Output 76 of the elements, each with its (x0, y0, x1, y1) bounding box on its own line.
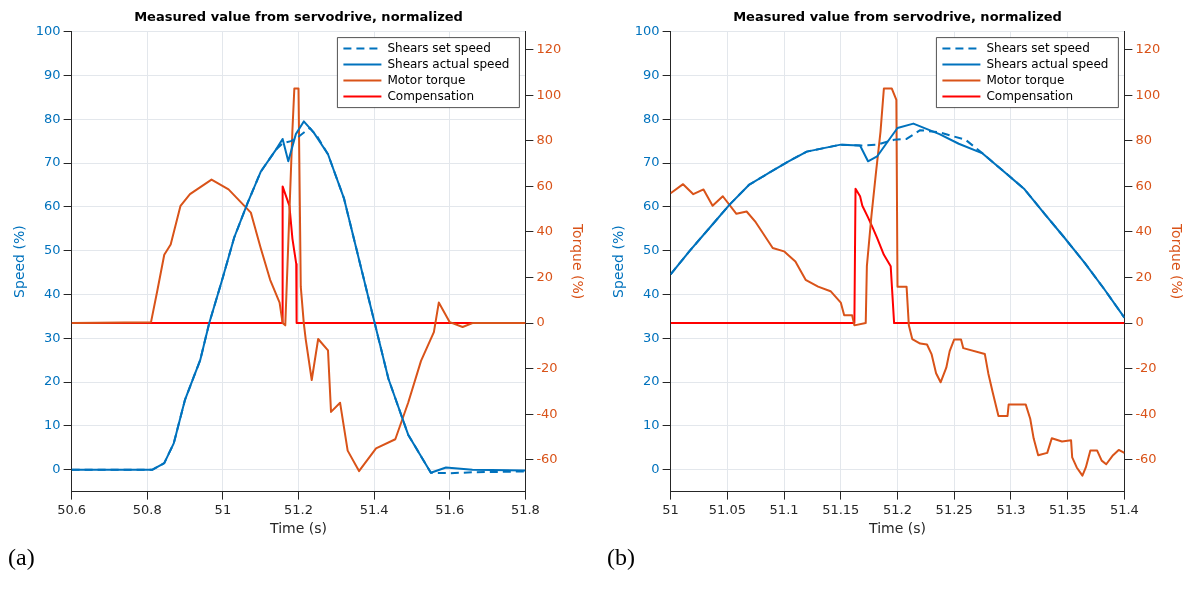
y-tick-label: 0 (52, 461, 61, 477)
legend-label: Compensation (387, 88, 475, 103)
legend-label: Shears actual speed (387, 56, 510, 71)
y2-tick-label: -40 (536, 405, 558, 421)
x-tick-label: 51.15 (822, 501, 860, 517)
x-tick-label: 51.25 (935, 501, 973, 517)
x-tick-label: 51.1 (769, 501, 799, 517)
y-tick-label: 100 (35, 22, 61, 38)
x-tick-label: 50.8 (132, 501, 162, 517)
y2-tick-label: 60 (1135, 177, 1152, 193)
text: (a) (8, 544, 36, 571)
y2-tick-label: -60 (536, 451, 558, 467)
y2-tick-label: 100 (1135, 86, 1161, 102)
y2-axis-title: Torque (%) (1168, 222, 1185, 300)
y-tick-label: 40 (44, 285, 61, 301)
y-axis-title: Speed (%) (11, 225, 28, 298)
y2-tick-label: 60 (536, 177, 553, 193)
y-tick-label: 100 (634, 22, 660, 38)
legend-label: Motor torque (986, 72, 1065, 87)
y2-tick-label: 40 (536, 223, 553, 239)
y-tick-label: 10 (44, 417, 61, 433)
y-tick-label: 0 (651, 461, 660, 477)
y-tick-label: 70 (643, 154, 660, 170)
legend-label: Shears set speed (986, 40, 1090, 55)
x-tick-label: 51.4 (1109, 501, 1139, 517)
y-tick-label: 30 (44, 329, 61, 345)
y-tick-label: 80 (643, 110, 660, 126)
x-tick-label: 51.2 (284, 501, 313, 517)
y-tick-label: 70 (44, 154, 61, 170)
y-tick-label: 60 (44, 198, 61, 214)
x-tick-label: 51.3 (996, 501, 1026, 517)
y-tick-label: 80 (44, 110, 61, 126)
y2-axis-title: Torque (%) (569, 222, 586, 300)
x-tick-label: 51.35 (1049, 501, 1087, 517)
y2-tick-label: 120 (536, 41, 562, 57)
y2-tick-label: 40 (1135, 223, 1152, 239)
chart-title: Measured value from servodrive, normalized (733, 9, 1062, 25)
x-tick-label: 51.2 (883, 501, 912, 517)
x-tick-label: 50.6 (57, 501, 87, 517)
y-tick-label: 20 (643, 373, 660, 389)
y-tick-label: 30 (643, 329, 660, 345)
y-tick-label: 10 (643, 417, 660, 433)
chart-title: Measured value from servodrive, normalized (134, 9, 463, 25)
y-tick-label: 50 (643, 242, 660, 258)
legend-label: Compensation (986, 88, 1074, 103)
y2-tick-label: 0 (536, 314, 545, 330)
y-tick-label: 40 (643, 285, 660, 301)
y2-tick-label: 0 (1135, 314, 1144, 330)
y-tick-label: 90 (44, 66, 61, 82)
y2-tick-label: -20 (536, 360, 558, 375)
text: (b) (607, 544, 636, 571)
y-axis-title: Speed (%) (610, 225, 627, 298)
y2-tick-label: 20 (1135, 268, 1152, 284)
x-tick-label: 51.8 (510, 501, 540, 517)
x-tick-label: 51.6 (435, 501, 465, 517)
x-tick-label: 51 (662, 501, 679, 517)
y2-tick-label: 80 (536, 132, 553, 148)
y2-tick-label: 120 (1135, 41, 1161, 57)
x-tick-label: 51.05 (708, 501, 746, 517)
x-tick-label: 51 (214, 501, 232, 517)
y2-tick-label: -60 (1135, 451, 1157, 467)
y2-tick-label: 80 (1135, 132, 1152, 148)
y2-tick-label: 20 (536, 268, 553, 284)
y-tick-label: 60 (643, 198, 660, 214)
y2-tick-label: 100 (536, 86, 562, 102)
y2-tick-label: -20 (1135, 360, 1157, 375)
x-tick-label: 51.4 (359, 501, 389, 517)
x-axis-title: Time (s) (868, 520, 926, 537)
y-tick-label: 90 (643, 66, 660, 82)
legend-label: Shears set speed (387, 40, 491, 55)
y2-tick-label: -40 (1135, 405, 1157, 421)
legend-label: Shears actual speed (986, 56, 1109, 71)
y-tick-label: 20 (44, 373, 61, 389)
x-axis-title: Time (s) (269, 520, 327, 537)
y-tick-label: 50 (44, 242, 61, 258)
legend-label: Motor torque (387, 72, 466, 87)
